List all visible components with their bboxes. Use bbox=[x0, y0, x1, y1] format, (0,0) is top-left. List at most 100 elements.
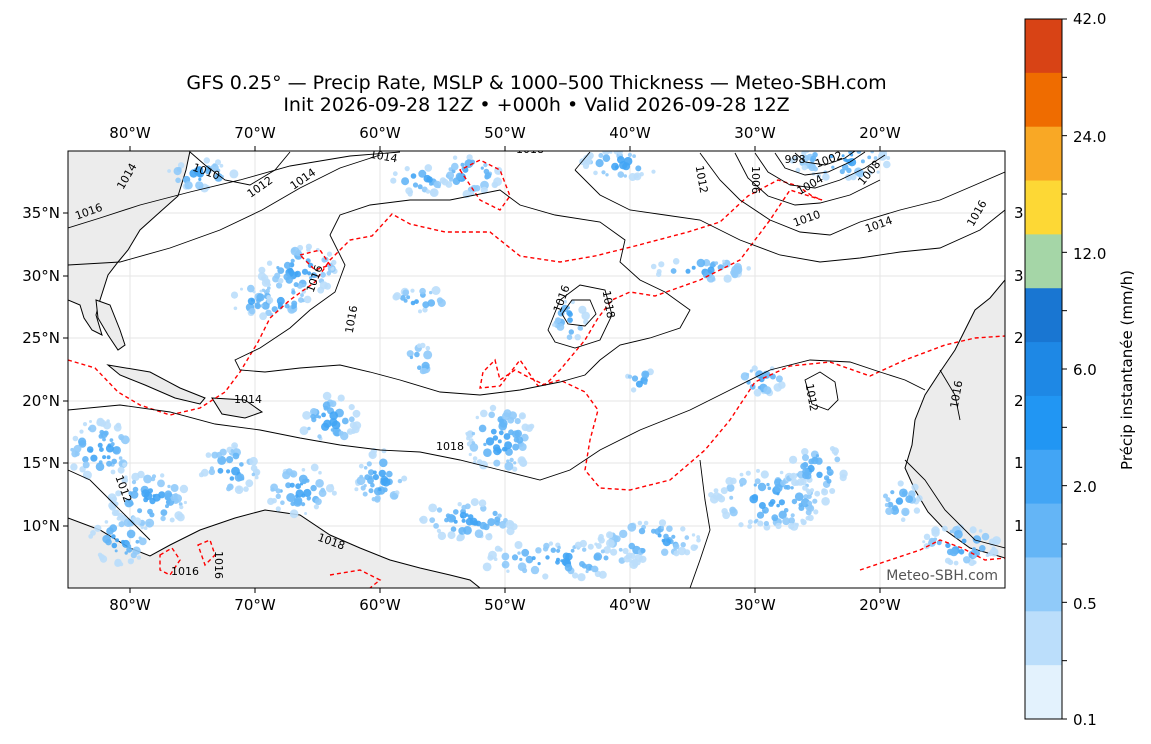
precip-cell bbox=[433, 523, 439, 529]
precip-cell bbox=[311, 409, 316, 414]
edge-label: 1 bbox=[1014, 517, 1024, 535]
precip-cell bbox=[98, 554, 105, 560]
lon-tick-top: 80°W bbox=[109, 124, 151, 142]
precip-cell bbox=[739, 472, 744, 477]
precip-cell bbox=[572, 572, 579, 579]
precip-cell bbox=[200, 468, 209, 477]
precip-cell bbox=[868, 170, 873, 175]
precip-cell bbox=[517, 562, 527, 571]
precip-cell bbox=[873, 156, 878, 160]
precip-cell bbox=[933, 537, 937, 542]
precip-cell bbox=[290, 258, 295, 263]
precip-cell bbox=[508, 429, 514, 436]
precip-cell bbox=[991, 546, 996, 551]
colorbar-segment bbox=[1025, 288, 1062, 343]
precip-cell bbox=[561, 304, 569, 313]
precip-cell bbox=[114, 549, 118, 553]
precip-cell bbox=[643, 380, 648, 385]
precip-cell bbox=[673, 543, 680, 550]
precip-cell bbox=[266, 260, 273, 266]
precip-cell bbox=[132, 546, 141, 555]
precip-cell bbox=[465, 513, 469, 517]
precip-cell bbox=[779, 470, 784, 475]
precip-cell bbox=[677, 546, 687, 556]
precip-cell bbox=[406, 350, 414, 358]
precip-cell bbox=[179, 505, 184, 510]
precip-cell bbox=[317, 286, 325, 294]
precip-cell bbox=[658, 519, 667, 527]
precip-cell bbox=[291, 305, 295, 310]
precip-cell bbox=[944, 557, 952, 564]
precip-cell bbox=[883, 493, 888, 499]
precip-cell bbox=[489, 404, 497, 412]
precip-cell bbox=[897, 480, 904, 487]
precip-cell bbox=[856, 151, 862, 154]
precip-cell bbox=[131, 480, 137, 485]
isobar-label: 1006 bbox=[749, 166, 762, 194]
precip-cell bbox=[331, 490, 337, 496]
precip-cell bbox=[217, 455, 227, 465]
thickness-contours bbox=[68, 159, 1005, 588]
precip-cell bbox=[837, 141, 846, 150]
precip-cell bbox=[568, 329, 574, 335]
precip-cell bbox=[485, 437, 495, 446]
precip-cell bbox=[860, 159, 865, 164]
precip-cell bbox=[126, 546, 133, 553]
precip-cell bbox=[660, 525, 664, 530]
precip-cell bbox=[116, 516, 122, 521]
precip-cell bbox=[795, 167, 801, 173]
precip-cell bbox=[512, 443, 520, 451]
isobar-label: 1018 bbox=[436, 440, 464, 453]
precip-cell bbox=[602, 151, 610, 156]
precip-cell bbox=[778, 510, 787, 519]
precip-cell bbox=[717, 264, 724, 271]
precip-cell bbox=[267, 497, 275, 505]
precip-cell bbox=[261, 278, 270, 287]
precip-cell bbox=[419, 342, 426, 349]
precip-cell bbox=[322, 391, 332, 401]
precip-cell bbox=[340, 431, 349, 441]
precip-cell bbox=[492, 435, 499, 441]
precip-cell bbox=[472, 520, 479, 526]
precip-cell bbox=[436, 528, 441, 534]
precip-cell bbox=[826, 478, 832, 484]
precip-cell bbox=[733, 265, 743, 275]
precip-cell bbox=[487, 518, 496, 527]
precip-cell bbox=[729, 508, 738, 517]
colorbar bbox=[1025, 18, 1067, 720]
precip-cell bbox=[431, 286, 441, 295]
precip-cell bbox=[448, 177, 454, 182]
precip-cell bbox=[160, 515, 166, 522]
precip-cell bbox=[672, 258, 680, 265]
colorbar-tick-label: 2.0 bbox=[1073, 478, 1097, 496]
precip-cell bbox=[317, 434, 322, 439]
precip-cell bbox=[684, 535, 690, 540]
precip-cell bbox=[478, 499, 487, 508]
precip-cell bbox=[483, 162, 488, 168]
precip-cell bbox=[301, 502, 306, 507]
precip-cell bbox=[259, 312, 267, 321]
precip-cell bbox=[578, 305, 587, 314]
precip-cell bbox=[113, 423, 122, 432]
precip-cell bbox=[666, 525, 673, 532]
precip-cell bbox=[598, 537, 605, 544]
precip-cell bbox=[109, 438, 114, 442]
precip-cell bbox=[799, 160, 805, 166]
precip-cell bbox=[618, 547, 623, 552]
precip-cell bbox=[600, 549, 605, 554]
precip-cell bbox=[579, 561, 585, 567]
precip-cell bbox=[291, 290, 296, 295]
land-hispaniola bbox=[211, 397, 264, 419]
precip-cell bbox=[429, 517, 436, 523]
precip-cell bbox=[651, 528, 656, 534]
precip-cell bbox=[82, 422, 88, 427]
precip-cell bbox=[88, 424, 97, 433]
precip-cell bbox=[381, 477, 391, 487]
precip-cell bbox=[78, 437, 87, 446]
precip-cell bbox=[451, 162, 459, 171]
precip-cell bbox=[488, 411, 496, 419]
precip-cell bbox=[158, 491, 166, 499]
precip-cell bbox=[214, 173, 223, 182]
precip-cell bbox=[465, 517, 474, 526]
precip-cell bbox=[203, 157, 210, 164]
